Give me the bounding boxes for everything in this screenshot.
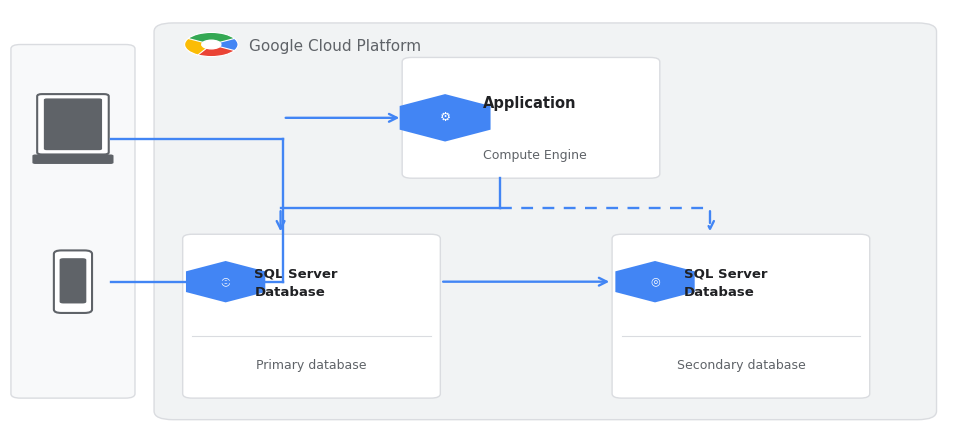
FancyBboxPatch shape xyxy=(37,94,109,155)
Text: Google Cloud Platform: Google Cloud Platform xyxy=(250,39,422,54)
Text: Secondary database: Secondary database xyxy=(677,359,805,372)
FancyBboxPatch shape xyxy=(612,234,870,398)
FancyBboxPatch shape xyxy=(154,23,937,420)
Text: SQL Server
Database: SQL Server Database xyxy=(683,268,768,299)
Wedge shape xyxy=(185,34,211,55)
FancyBboxPatch shape xyxy=(33,155,114,164)
Circle shape xyxy=(202,40,221,49)
Polygon shape xyxy=(400,94,491,141)
Wedge shape xyxy=(189,33,234,45)
Text: SQL Server
Database: SQL Server Database xyxy=(255,268,338,299)
Text: Application: Application xyxy=(483,96,577,111)
Text: ◎: ◎ xyxy=(650,277,660,287)
Text: ⚙: ⚙ xyxy=(439,111,451,124)
Wedge shape xyxy=(211,34,238,55)
Polygon shape xyxy=(186,261,265,302)
Polygon shape xyxy=(615,261,695,302)
FancyBboxPatch shape xyxy=(11,45,135,398)
FancyBboxPatch shape xyxy=(402,57,659,178)
Text: Compute Engine: Compute Engine xyxy=(483,148,587,161)
Text: Primary database: Primary database xyxy=(256,359,367,372)
FancyBboxPatch shape xyxy=(54,250,92,313)
Wedge shape xyxy=(189,45,234,56)
Text: ◎: ◎ xyxy=(221,277,231,287)
FancyBboxPatch shape xyxy=(183,234,440,398)
FancyBboxPatch shape xyxy=(44,99,102,150)
FancyBboxPatch shape xyxy=(59,258,86,303)
